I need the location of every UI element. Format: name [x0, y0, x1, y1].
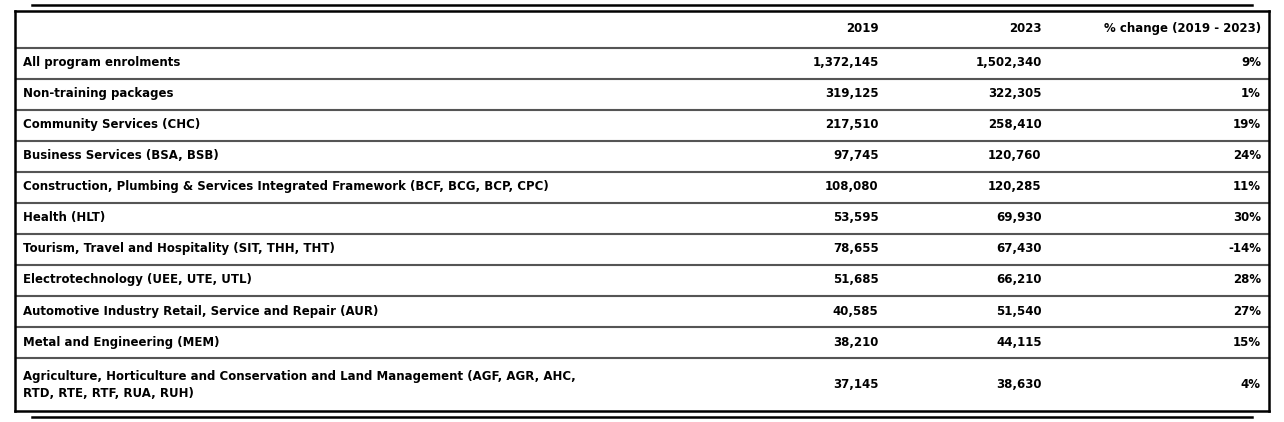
Text: 15%: 15% — [1233, 335, 1261, 349]
Text: Health (HLT): Health (HLT) — [23, 211, 105, 225]
Text: 24%: 24% — [1233, 149, 1261, 162]
Text: 11%: 11% — [1233, 180, 1261, 193]
Text: 67,430: 67,430 — [996, 242, 1041, 255]
Text: 51,685: 51,685 — [833, 273, 878, 287]
Text: Electrotechnology (UEE, UTE, UTL): Electrotechnology (UEE, UTE, UTL) — [23, 273, 252, 287]
Text: 120,285: 120,285 — [987, 180, 1041, 193]
Text: 66,210: 66,210 — [996, 273, 1041, 287]
Text: 19%: 19% — [1233, 118, 1261, 131]
Text: 2023: 2023 — [1009, 22, 1041, 35]
Text: 120,760: 120,760 — [989, 149, 1041, 162]
Text: Community Services (CHC): Community Services (CHC) — [23, 118, 200, 131]
Text: 97,745: 97,745 — [833, 149, 878, 162]
Text: 51,540: 51,540 — [996, 305, 1041, 317]
Text: Metal and Engineering (MEM): Metal and Engineering (MEM) — [23, 335, 220, 349]
Text: 319,125: 319,125 — [826, 87, 878, 100]
Text: 38,210: 38,210 — [833, 335, 878, 349]
Text: 69,930: 69,930 — [996, 211, 1041, 225]
Text: -14%: -14% — [1228, 242, 1261, 255]
Text: 30%: 30% — [1233, 211, 1261, 225]
Text: % change (2019 - 2023): % change (2019 - 2023) — [1104, 22, 1261, 35]
Text: Business Services (BSA, BSB): Business Services (BSA, BSB) — [23, 149, 218, 162]
Text: Automotive Industry Retail, Service and Repair (AUR): Automotive Industry Retail, Service and … — [23, 305, 379, 317]
Text: Agriculture, Horticulture and Conservation and Land Management (AGF, AGR, AHC,
R: Agriculture, Horticulture and Conservati… — [23, 370, 575, 400]
Text: 4%: 4% — [1240, 378, 1261, 391]
Text: 2019: 2019 — [846, 22, 878, 35]
Text: 1,372,145: 1,372,145 — [813, 56, 878, 69]
Text: 258,410: 258,410 — [987, 118, 1041, 131]
Text: 38,630: 38,630 — [996, 378, 1041, 391]
Text: 28%: 28% — [1233, 273, 1261, 287]
Text: 217,510: 217,510 — [826, 118, 878, 131]
Text: All program enrolments: All program enrolments — [23, 56, 181, 69]
Text: 1%: 1% — [1242, 87, 1261, 100]
Text: 322,305: 322,305 — [989, 87, 1041, 100]
Text: 108,080: 108,080 — [826, 180, 878, 193]
Text: 44,115: 44,115 — [996, 335, 1041, 349]
Text: 1,502,340: 1,502,340 — [976, 56, 1041, 69]
Text: 27%: 27% — [1233, 305, 1261, 317]
Text: 78,655: 78,655 — [833, 242, 878, 255]
Text: 40,585: 40,585 — [833, 305, 878, 317]
Text: Construction, Plumbing & Services Integrated Framework (BCF, BCG, BCP, CPC): Construction, Plumbing & Services Integr… — [23, 180, 548, 193]
Text: Tourism, Travel and Hospitality (SIT, THH, THT): Tourism, Travel and Hospitality (SIT, TH… — [23, 242, 335, 255]
Text: 9%: 9% — [1240, 56, 1261, 69]
Text: 53,595: 53,595 — [833, 211, 878, 225]
Text: 37,145: 37,145 — [833, 378, 878, 391]
Text: Non-training packages: Non-training packages — [23, 87, 173, 100]
